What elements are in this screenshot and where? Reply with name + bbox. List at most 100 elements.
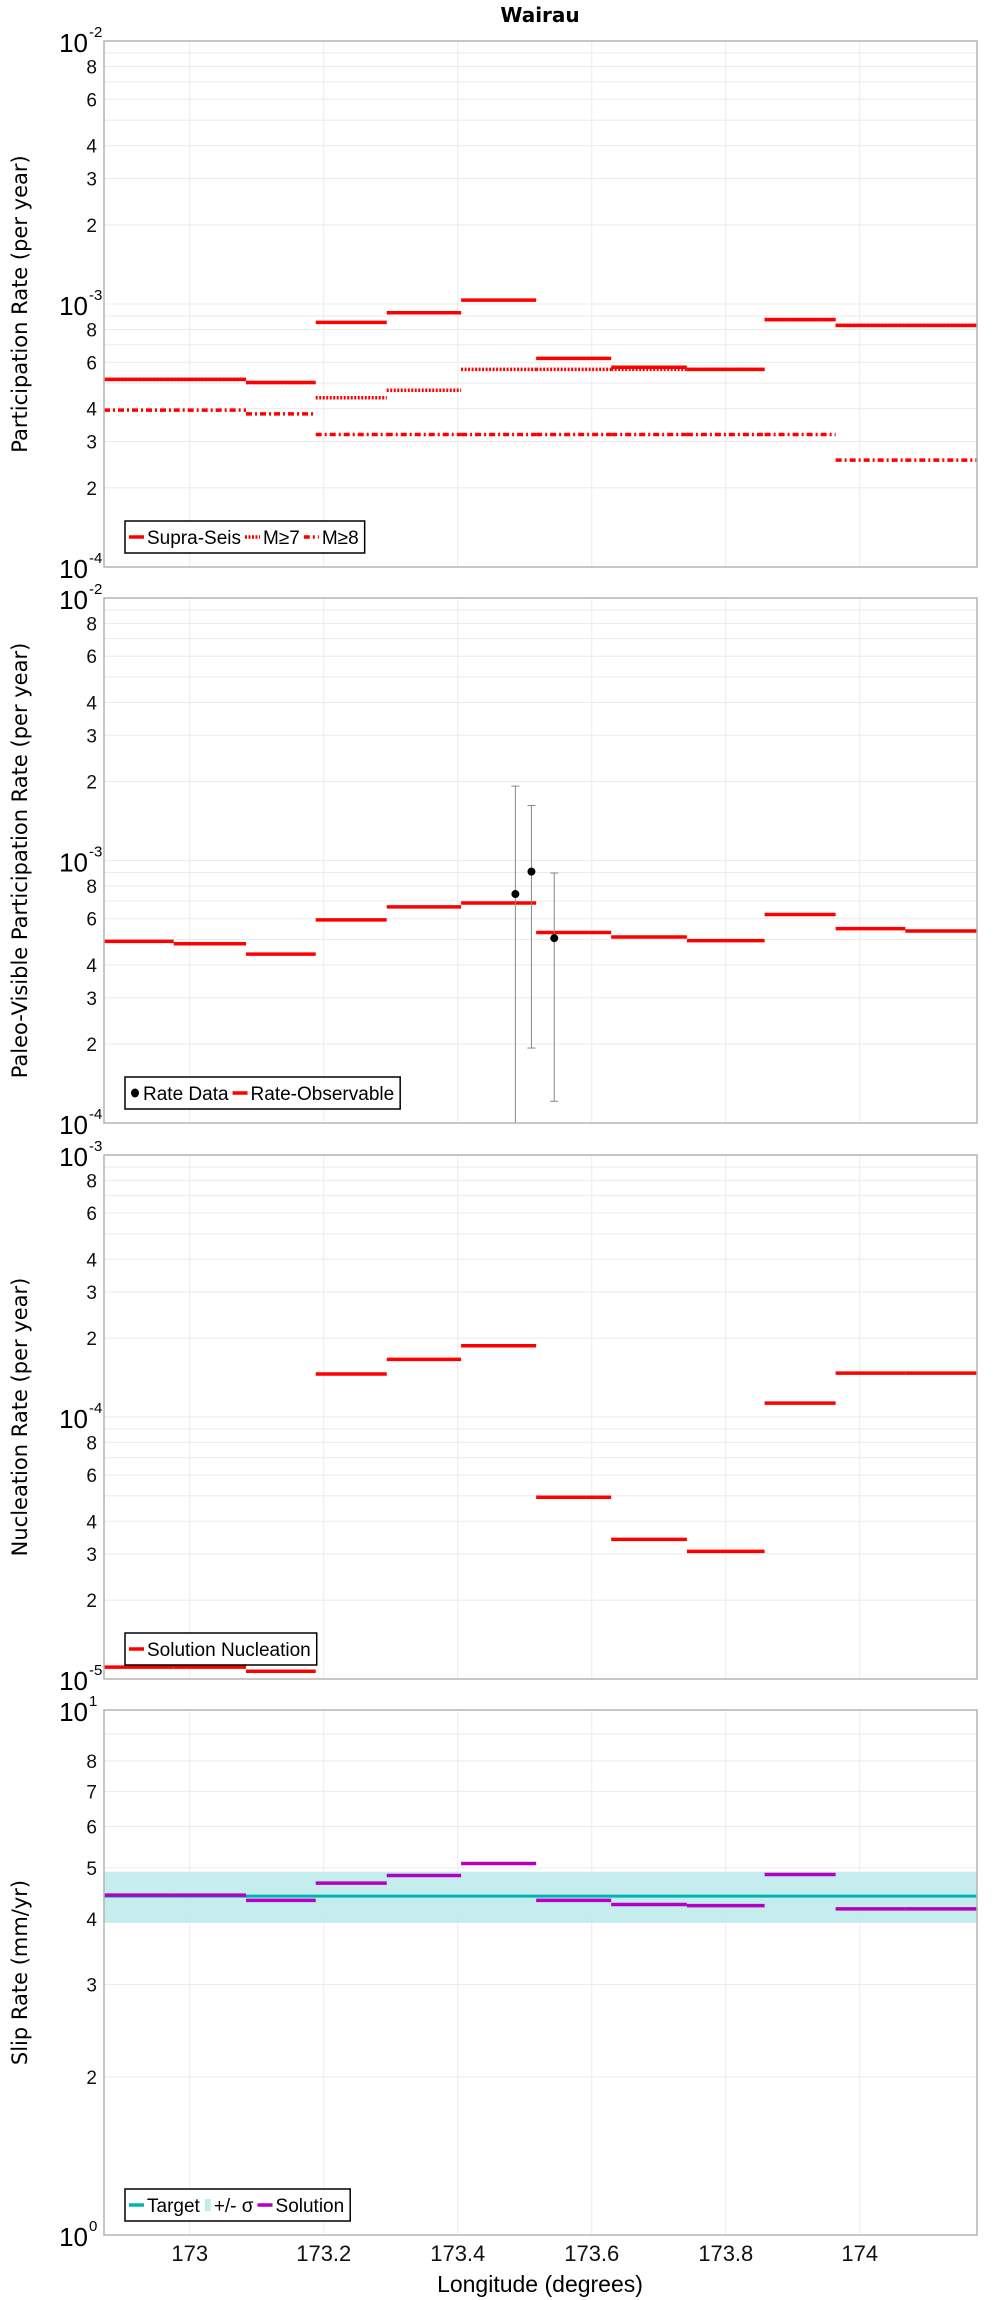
y-tick-label: 6: [86, 1466, 97, 1487]
legend-item: M≥7: [245, 528, 300, 549]
x-tick-label: 173.4: [430, 2241, 485, 2266]
y-tick-label: 3: [86, 989, 97, 1010]
legend-item: Rate-Observable: [232, 1084, 394, 1105]
y-tick-label: 8: [86, 320, 97, 341]
legend-label: Solution Nucleation: [147, 1640, 311, 1661]
y-tick-label: 8: [86, 1433, 97, 1454]
y-tick-label: 2: [86, 1591, 97, 1612]
y-tick-label: 3: [86, 726, 97, 747]
legend-item: M≥8: [303, 528, 359, 549]
y-tick-label-major-base: 10: [59, 1697, 88, 1727]
legend-item: Rate Data: [131, 1084, 229, 1105]
legend-box: [124, 520, 366, 554]
legend-item: +/- σ: [204, 2196, 254, 2217]
y-tick-label: 4: [86, 1250, 97, 1271]
legend-label: M≥8: [322, 528, 359, 549]
y-tick-label: 4: [86, 956, 97, 977]
x-tick-label: 173.6: [564, 2241, 619, 2266]
legend-box: [124, 1632, 318, 1666]
legend-point-icon: [131, 1088, 139, 1098]
y-tick-label: 4: [86, 1512, 97, 1533]
y-tick-label-major-base: 10: [59, 1666, 88, 1696]
y-tick-label-major-base: 10: [59, 1404, 88, 1434]
y-tick-label-major-exponent: -4: [89, 1106, 102, 1123]
legend-band-icon: [204, 2199, 211, 2211]
chart-title: Wairau: [500, 3, 579, 27]
legend: Supra-Seis M≥7 M≥8: [124, 520, 366, 554]
y-tick-label: 6: [86, 910, 97, 931]
y-tick-label: 2: [86, 772, 97, 793]
y-tick-label-major-exponent: -5: [89, 1662, 102, 1679]
legend-box: [124, 1076, 401, 1110]
legend-label: Rate Data: [143, 1084, 229, 1105]
y-tick-label: 2: [86, 216, 97, 237]
data-point: [511, 890, 520, 899]
plot-frame: [103, 1154, 978, 1680]
y-tick-label-major-exponent: -3: [89, 1138, 102, 1155]
y-tick-label: 3: [86, 1283, 97, 1304]
legend-item: Solution: [257, 2196, 345, 2217]
y-tick-label: 7: [86, 1782, 97, 1803]
y-tick-label: 6: [86, 353, 97, 374]
legend-label: Supra-Seis: [147, 528, 241, 549]
y-tick-label: 3: [86, 1545, 97, 1566]
y-tick-label-major-exponent: -3: [89, 844, 102, 861]
series-solution: [104, 1861, 977, 1911]
y-tick-label-major-base: 10: [59, 291, 88, 321]
y-tick-label: 5: [86, 1859, 97, 1880]
y-tick-label: 6: [86, 90, 97, 111]
plot-area: [104, 1710, 977, 2235]
y-tick-label: 3: [86, 170, 97, 191]
y-tick-label-major-exponent: -4: [89, 550, 102, 567]
x-axis: 173 173.2 173.4 173.6 173.8 174: [171, 2241, 878, 2266]
y-tick-label: 3: [86, 433, 97, 454]
y-axis-label: Slip Rate (mm/yr): [8, 1880, 32, 2065]
y-tick-label-major-exponent: 1: [89, 1693, 97, 1710]
legend-item: Solution Nucleation: [129, 1640, 311, 1661]
data-point: [550, 934, 559, 943]
y-tick-label: 3: [86, 1976, 97, 1997]
y-tick-label-major-exponent: 0: [89, 2218, 97, 2235]
legend: Solution Nucleation: [124, 1632, 318, 1666]
y-tick-label-major-base: 10: [59, 585, 88, 615]
y-axis-label: Participation Rate (per year): [8, 155, 32, 452]
series-solution-nucleation: [104, 1344, 977, 1674]
y-tick-label-major-base: 10: [59, 848, 88, 878]
y-tick-label-major-base: 10: [59, 28, 88, 58]
x-tick-label: 173.8: [698, 2241, 753, 2266]
y-tick-label: 2: [86, 1035, 97, 1056]
series-m-7: [104, 317, 977, 400]
y-tick-label: 4: [86, 1910, 97, 1931]
y-tick-label: 8: [86, 877, 97, 898]
y-tick-label-major-base: 10: [59, 1110, 88, 1140]
x-tick-label: 174: [841, 2241, 878, 2266]
y-axis-label: Nucleation Rate (per year): [8, 1278, 32, 1557]
y-tick-label-major-exponent: -3: [89, 287, 102, 304]
y-tick-label-major-exponent: -4: [89, 1400, 102, 1417]
legend: Rate Data Rate-Observable: [124, 1076, 401, 1110]
legend-label: Solution: [276, 2196, 345, 2217]
y-tick-label-major-base: 10: [59, 2222, 88, 2252]
legend: Target +/- σ Solution: [124, 2188, 351, 2222]
plot-frame: [103, 1709, 978, 2236]
y-tick-label: 6: [86, 1204, 97, 1225]
legend-label: +/- σ: [214, 2196, 254, 2217]
y-tick-label-major-base: 10: [59, 1142, 88, 1172]
y-tick-label: 2: [86, 479, 97, 500]
series-rate-observable: [104, 901, 977, 956]
y-tick-label: 8: [86, 614, 97, 635]
plot-frame: [103, 40, 978, 568]
data-point: [527, 867, 536, 876]
y-tick-label: 6: [86, 1817, 97, 1838]
y-axis-label: Paleo-Visible Participation Rate (per ye…: [8, 643, 32, 1079]
y-tick-label: 4: [86, 400, 97, 421]
y-tick-label: 8: [86, 57, 97, 78]
x-tick-label: 173.2: [296, 2241, 351, 2266]
y-tick-label: 4: [86, 137, 97, 158]
y-tick-label: 8: [86, 1752, 97, 1773]
